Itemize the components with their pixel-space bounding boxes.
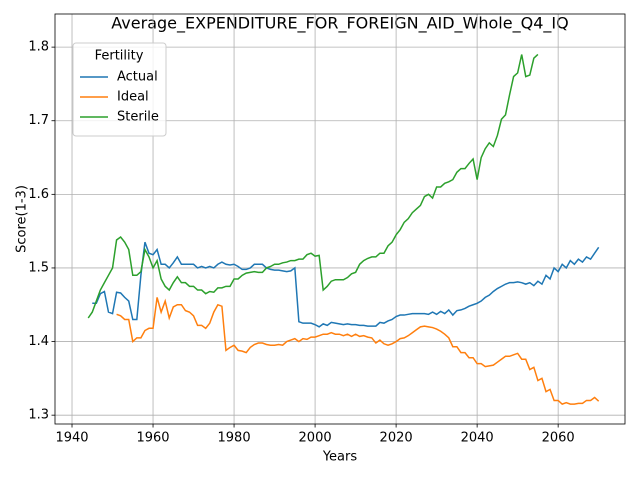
- series-line: [116, 297, 600, 405]
- x-tick-label: 1960: [136, 431, 169, 446]
- legend-title: Fertility: [95, 49, 144, 64]
- legend-box: [72, 42, 167, 137]
- x-tick-label: 1980: [218, 431, 251, 446]
- ticks: 1940 1960 1980 2000 2020 2040 2060 1.3 1.4 1.5 1.6…: [28, 40, 574, 446]
- x-tick-label: 2020: [380, 431, 413, 446]
- legend-label: Ideal: [117, 90, 149, 105]
- y-tick-label: 1.4: [28, 334, 49, 349]
- axes-frame: [54, 13, 626, 425]
- series-line: [87, 53, 539, 319]
- x-tick-label: 2040: [461, 431, 494, 446]
- x-tick-label: 2060: [542, 431, 575, 446]
- y-tick-label: 1.6: [28, 187, 49, 202]
- legend-label: Sterile: [117, 110, 159, 125]
- x-axis-label: Years: [322, 450, 358, 465]
- y-tick-label: 1.7: [28, 113, 49, 128]
- x-tick-label: 1940: [55, 431, 88, 446]
- y-tick-label: 1.8: [28, 40, 49, 55]
- series-line: [92, 241, 600, 328]
- y-tick-label: 1.3: [28, 408, 49, 423]
- chart-title: Average_EXPENDITURE_FOR_FOREIGN_AID_Whol…: [111, 14, 568, 34]
- y-tick-label: 1.5: [28, 260, 49, 275]
- grid: [55, 14, 625, 424]
- plot-lines: [87, 53, 600, 405]
- x-tick-label: 2000: [299, 431, 332, 446]
- y-axis-label: Score(1-3): [15, 185, 30, 253]
- legend-label: Actual: [117, 70, 158, 85]
- legend: Fertility Actual Ideal Sterile: [72, 42, 167, 137]
